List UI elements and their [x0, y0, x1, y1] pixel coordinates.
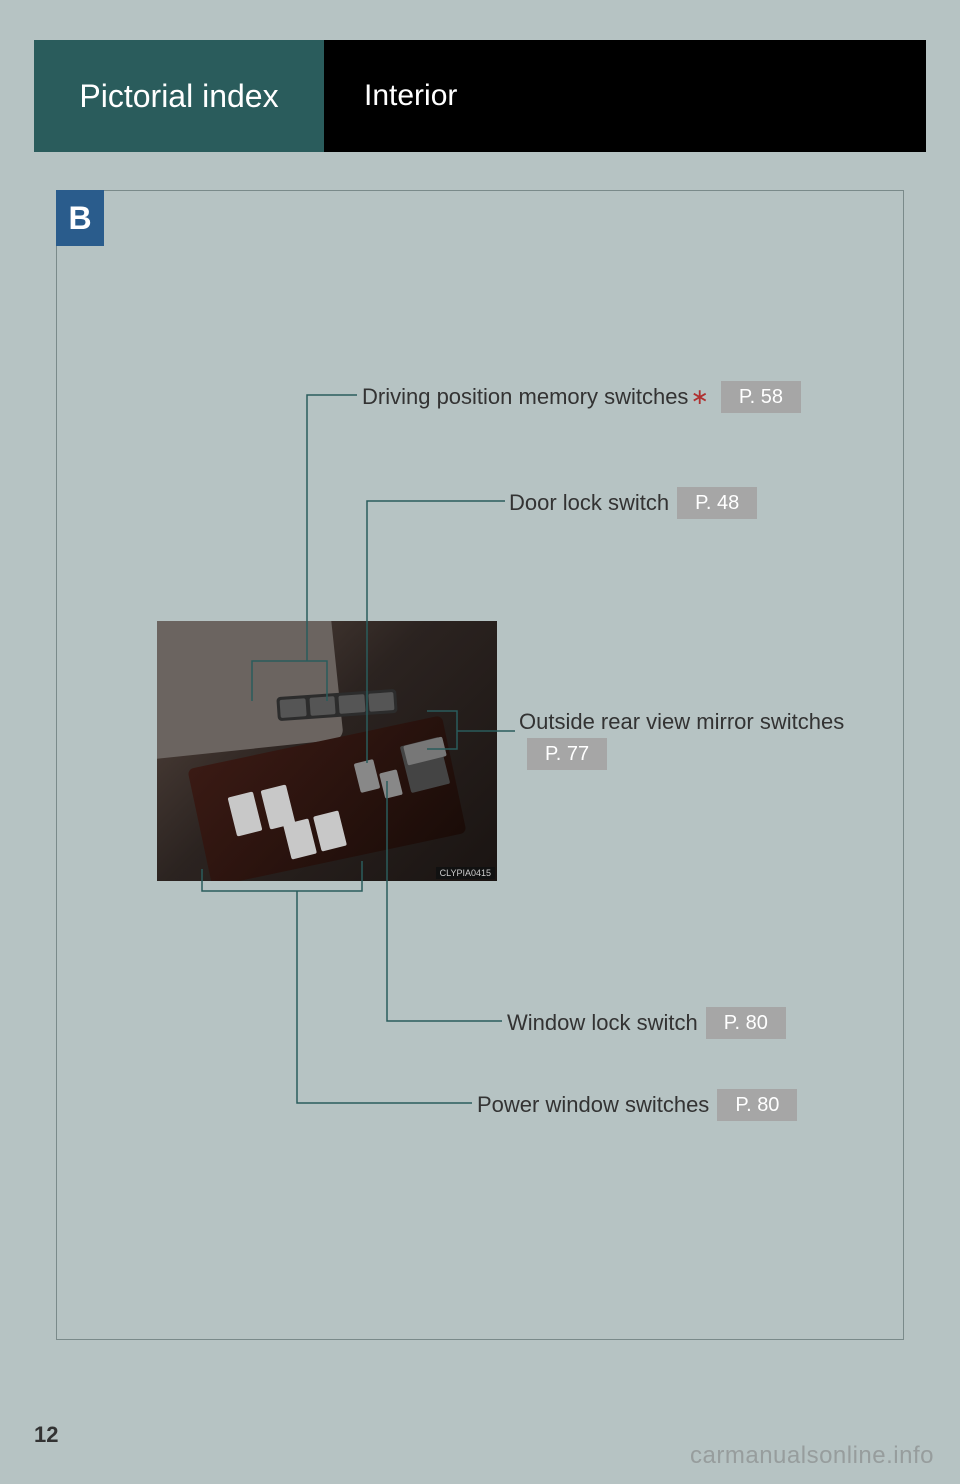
callout-mirror: Outside rear view mirror switches P. 77: [519, 707, 849, 770]
callout-label: Driving position memory switches: [362, 384, 688, 410]
page-title: Interior: [324, 40, 926, 152]
photo-code: CLYPIA0415: [436, 867, 495, 879]
page-ref[interactable]: P. 58: [721, 381, 801, 413]
section-label: Pictorial index: [34, 40, 324, 152]
callout-door-lock: Door lock switch P. 48: [509, 487, 757, 519]
callout-power-window: Power window switches P. 80: [477, 1089, 797, 1121]
diagram-badge: B: [56, 190, 104, 246]
callout-label: Window lock switch: [507, 1010, 698, 1036]
callout-label: Outside rear view mirror switches: [519, 709, 844, 734]
door-controls-photo: CLYPIA0415: [157, 621, 497, 881]
asterisk-icon: ∗: [690, 384, 708, 410]
page-ref[interactable]: P. 48: [677, 487, 757, 519]
callout-driving-memory: Driving position memory switches ∗ P. 58: [362, 381, 801, 413]
callout-window-lock: Window lock switch P. 80: [507, 1007, 786, 1039]
page-ref[interactable]: P. 80: [706, 1007, 786, 1039]
callout-label: Power window switches: [477, 1092, 709, 1118]
page-header: Pictorial index Interior: [34, 40, 926, 152]
manual-page: Pictorial index Interior B CLYPIA0415: [34, 40, 926, 1420]
callout-label: Door lock switch: [509, 490, 669, 516]
page-number: 12: [34, 1422, 58, 1448]
content-frame: B CLYPIA0415: [56, 190, 904, 1340]
page-ref[interactable]: P. 77: [527, 738, 607, 770]
page-ref[interactable]: P. 80: [717, 1089, 797, 1121]
watermark: carmanualsonline.info: [690, 1442, 934, 1470]
